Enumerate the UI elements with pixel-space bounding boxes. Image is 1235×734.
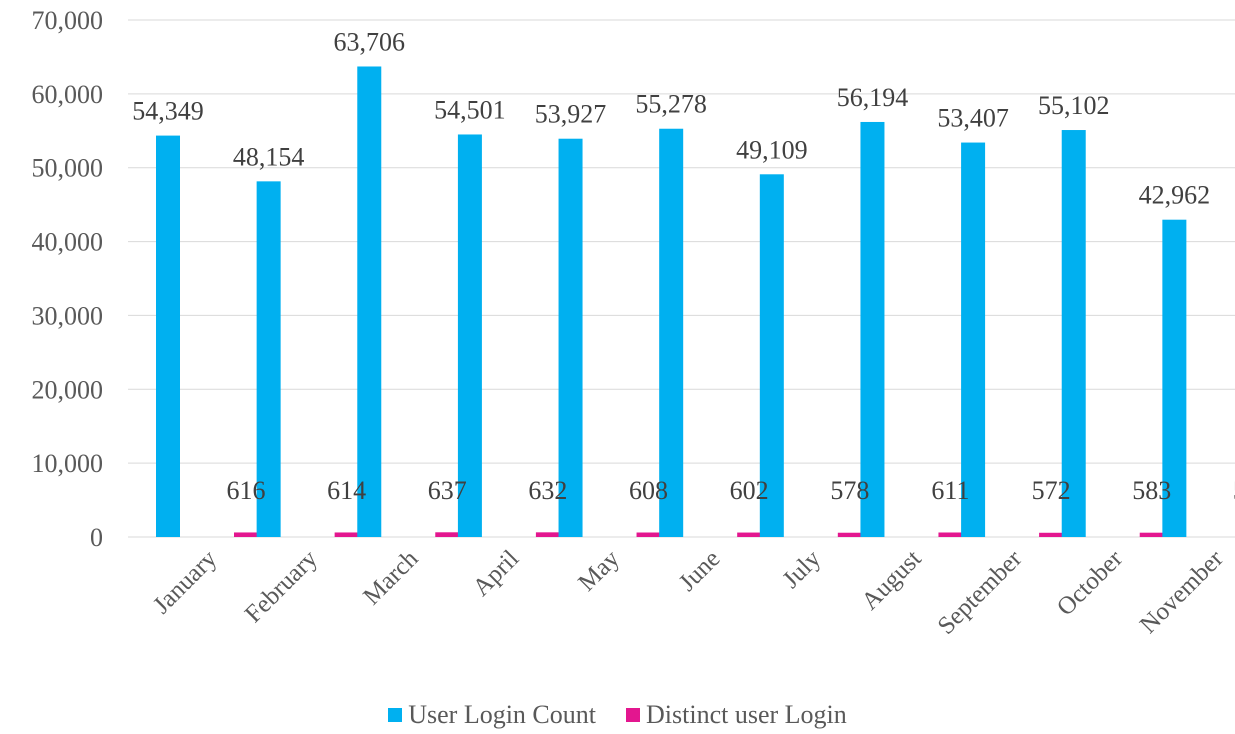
x-axis-ticks: January February March April May June July Augu… <box>148 545 1229 640</box>
data-label-user-login-count: 55,102 <box>1038 91 1110 120</box>
bar-user-login-count[interactable] <box>357 66 382 537</box>
x-tick-label: May <box>573 545 625 597</box>
y-tick-label: 70,000 <box>32 6 104 35</box>
y-tick-label: 0 <box>90 523 103 552</box>
legend-label-login-count: User Login Count <box>408 700 596 729</box>
data-label-user-login-count: 53,407 <box>937 104 1009 133</box>
x-tick-label: August <box>857 545 927 615</box>
x-tick-label: June <box>674 545 725 596</box>
y-tick-label: 30,000 <box>32 301 104 330</box>
x-tick-label: January <box>148 545 222 619</box>
bar-distinct-user-login[interactable] <box>1039 532 1064 537</box>
bar-distinct-user-login[interactable] <box>938 532 963 537</box>
bar-distinct-user-login[interactable] <box>234 532 258 537</box>
x-tick-label: April <box>468 545 524 601</box>
data-label-user-login-count: 63,706 <box>334 27 406 56</box>
data-label-distinct-user-login: 632 <box>528 476 567 505</box>
data-label-distinct-user-login: 637 <box>428 476 467 505</box>
x-tick-label: March <box>358 545 424 611</box>
y-tick-label: 20,000 <box>32 375 104 404</box>
x-tick-label: September <box>933 545 1028 640</box>
y-tick-label: 50,000 <box>32 154 104 183</box>
legend-swatch-distinct-login <box>626 708 640 722</box>
bar-distinct-user-login[interactable] <box>737 532 762 537</box>
data-label-distinct-user-login: 616 <box>227 476 266 505</box>
bar-user-login-count[interactable] <box>457 134 482 537</box>
bar-distinct-user-login[interactable] <box>334 532 359 537</box>
bar-distinct-user-login[interactable] <box>535 532 560 537</box>
bar-user-login-count[interactable] <box>256 181 281 537</box>
data-label-user-login-count: 42,962 <box>1139 181 1211 210</box>
data-label-distinct-user-login: 572 <box>1032 476 1071 505</box>
bar-user-login-count[interactable] <box>558 138 583 538</box>
data-label-user-login-count: 56,194 <box>837 83 909 112</box>
bar-user-login-count[interactable] <box>156 135 180 537</box>
bar-user-login-count[interactable] <box>961 142 986 538</box>
bar-user-login-count[interactable] <box>860 121 885 538</box>
x-tick-label: November <box>1135 545 1229 639</box>
y-tick-label: 10,000 <box>32 449 104 478</box>
legend: User Login Count Distinct user Login <box>0 700 1235 730</box>
data-label-distinct-user-login: 575 <box>1233 476 1235 505</box>
data-labels: 54,349 616 48,154 614 63,706 637 54,501 632 53,9… <box>132 27 1235 505</box>
bar-user-login-count[interactable] <box>1162 219 1187 537</box>
data-label-user-login-count: 53,927 <box>535 100 607 129</box>
x-tick-label: October <box>1052 545 1129 622</box>
data-label-user-login-count: 54,501 <box>434 95 506 124</box>
y-tick-label: 60,000 <box>32 80 104 109</box>
bar-user-login-count[interactable] <box>759 174 784 537</box>
legend-item-login-count[interactable]: User Login Count <box>388 700 596 730</box>
data-label-distinct-user-login: 583 <box>1132 476 1171 505</box>
y-axis-ticks: 0 10,000 20,000 30,000 40,000 50,000 60,000 70,… <box>32 6 104 552</box>
data-label-user-login-count: 49,109 <box>736 135 808 164</box>
legend-item-distinct-login[interactable]: Distinct user Login <box>626 700 847 730</box>
legend-swatch-login-count <box>388 708 403 722</box>
chart: 0 10,000 20,000 30,000 40,000 50,000 60,000 70,… <box>32 6 1235 640</box>
data-label-distinct-user-login: 602 <box>730 476 769 505</box>
data-label-distinct-user-login: 614 <box>327 476 366 505</box>
data-label-distinct-user-login: 611 <box>931 476 969 505</box>
x-tick-label: July <box>777 545 826 594</box>
bar-distinct-user-login[interactable] <box>636 532 661 537</box>
data-label-distinct-user-login: 608 <box>629 476 668 505</box>
bar-user-login-count[interactable] <box>1061 130 1086 538</box>
bar-distinct-user-login[interactable] <box>1139 532 1164 537</box>
data-label-user-login-count: 54,349 <box>132 97 204 126</box>
data-label-distinct-user-login: 578 <box>830 476 869 505</box>
bar-distinct-user-login[interactable] <box>837 532 862 537</box>
legend-label-distinct-login: Distinct user Login <box>646 700 847 729</box>
bars <box>156 66 1187 538</box>
x-tick-label: February <box>240 545 323 628</box>
data-label-user-login-count: 48,154 <box>233 142 305 171</box>
y-tick-label: 40,000 <box>32 228 104 257</box>
bar-distinct-user-login[interactable] <box>435 532 460 537</box>
data-label-user-login-count: 55,278 <box>635 90 707 119</box>
bar-user-login-count[interactable] <box>659 128 684 537</box>
